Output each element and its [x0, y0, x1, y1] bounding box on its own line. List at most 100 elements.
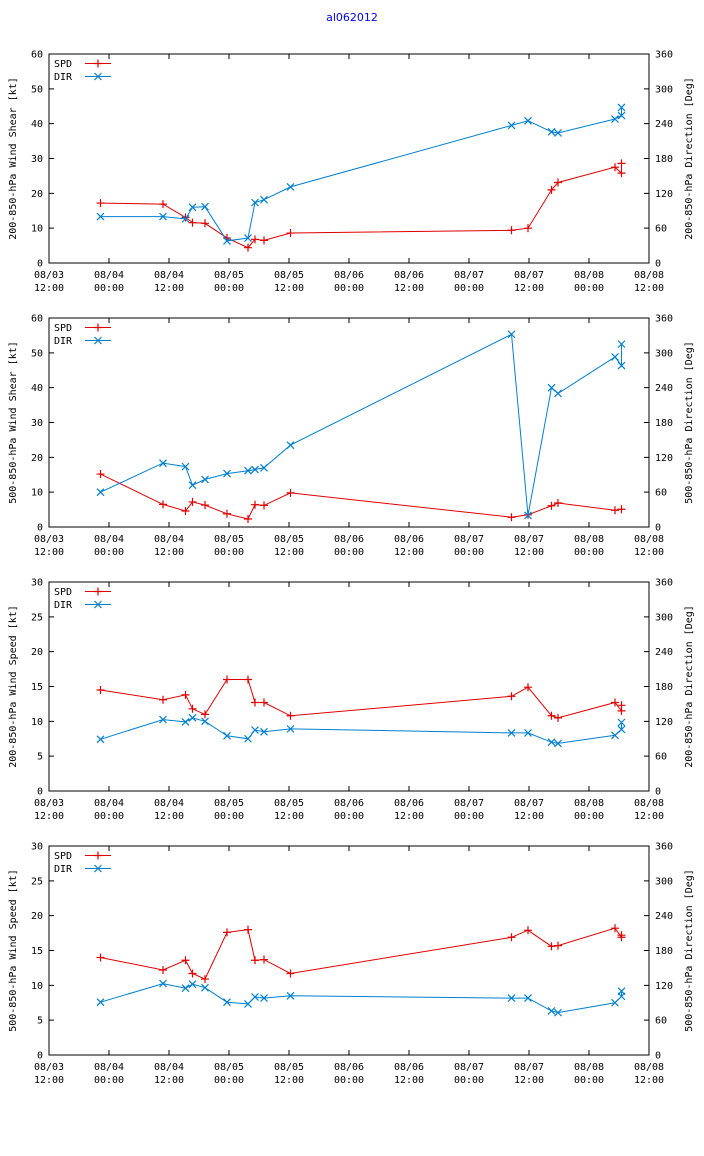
x-tick-time: 12:00 [514, 283, 544, 294]
dir-point [251, 465, 259, 474]
spd-point [223, 675, 231, 684]
y-axis-label: 500-850-hPa Wind Speed [kt] [8, 869, 19, 1032]
legend-marker-spd [94, 323, 102, 332]
x-tick-date: 08/03 [34, 270, 64, 281]
x-tick-time: 12:00 [274, 811, 304, 822]
series-line-dir [100, 983, 622, 1014]
x-tick-date: 08/05 [214, 1062, 244, 1073]
y-tick-label: 30 [31, 842, 43, 853]
x-tick-time: 00:00 [214, 283, 244, 294]
x-tick-time: 00:00 [454, 547, 484, 558]
dir-point [286, 441, 295, 450]
y2-tick-label: 360 [655, 50, 673, 61]
y-tick-label: 10 [31, 224, 43, 235]
dir-point [507, 121, 516, 130]
dir-point [611, 731, 619, 740]
page-title: al062012 [326, 11, 378, 24]
dir-point [611, 998, 619, 1007]
spd-point [260, 698, 268, 707]
dir-point [524, 511, 532, 520]
series-line-spd [100, 163, 622, 249]
x-tick-time: 12:00 [34, 547, 64, 558]
y-tick-label: 30 [31, 418, 43, 429]
legend-label-dir: DIR [54, 336, 73, 347]
y-tick-label: 60 [31, 50, 43, 61]
dir-point [286, 724, 295, 733]
x-tick-time: 00:00 [94, 283, 124, 294]
x-tick-time: 00:00 [574, 547, 604, 558]
x-tick-date: 08/04 [94, 1062, 124, 1073]
y-tick-label: 0 [37, 259, 43, 270]
y2-tick-label: 360 [655, 578, 673, 589]
dir-point [223, 469, 231, 478]
y-tick-label: 25 [31, 612, 43, 623]
y2-tick-label: 0 [655, 523, 661, 534]
x-tick-time: 00:00 [94, 811, 124, 822]
spd-point [554, 713, 562, 722]
spd-point [617, 931, 626, 940]
y2-tick-label: 240 [655, 647, 673, 658]
y-tick-label: 50 [31, 84, 43, 95]
spd-point [611, 506, 619, 515]
y2-tick-label: 180 [655, 154, 673, 165]
legend-marker-spd [94, 59, 102, 68]
dir-point [507, 994, 516, 1003]
x-tick-date: 08/06 [394, 270, 424, 281]
y-tick-label: 30 [31, 578, 43, 589]
dir-point [286, 991, 295, 1000]
spd-point [96, 953, 105, 962]
x-tick-date: 08/03 [34, 1062, 64, 1073]
series-line-spd [100, 927, 622, 980]
spd-point [96, 470, 105, 479]
spd-point [547, 185, 556, 194]
y2-tick-label: 60 [655, 752, 667, 763]
x-tick-date: 08/08 [574, 270, 604, 281]
dir-point [524, 116, 532, 125]
x-tick-date: 08/05 [274, 270, 304, 281]
legend-label-dir: DIR [54, 864, 73, 875]
spd-point [286, 488, 295, 497]
y2-tick-label: 180 [655, 418, 673, 429]
y2-tick-label: 180 [655, 682, 673, 693]
spd-point [286, 969, 295, 978]
x-tick-time: 12:00 [154, 1075, 184, 1086]
dir-point [617, 725, 626, 734]
spd-point [260, 955, 268, 964]
x-tick-date: 08/05 [214, 534, 244, 545]
dir-point [181, 984, 190, 993]
x-tick-time: 00:00 [94, 547, 124, 558]
x-tick-date: 08/07 [454, 798, 484, 809]
x-tick-date: 08/04 [94, 270, 124, 281]
x-tick-time: 12:00 [394, 1075, 424, 1086]
series-line-spd [100, 473, 622, 520]
dir-point [554, 739, 562, 748]
y-tick-label: 40 [31, 119, 43, 130]
dir-point [617, 111, 626, 120]
x-tick-date: 08/07 [514, 270, 544, 281]
x-tick-time: 12:00 [154, 811, 184, 822]
dir-point [260, 463, 268, 472]
spd-point [181, 213, 190, 222]
x-tick-time: 12:00 [394, 547, 424, 558]
x-tick-time: 00:00 [214, 811, 244, 822]
dir-point [244, 466, 252, 475]
y2-tick-label: 240 [655, 911, 673, 922]
x-tick-date: 08/08 [634, 798, 664, 809]
spd-point [617, 169, 626, 178]
dir-point [554, 129, 562, 137]
spd-point [223, 509, 231, 518]
legend-label-spd: SPD [54, 323, 72, 334]
x-tick-date: 08/04 [94, 534, 124, 545]
y-tick-label: 10 [31, 981, 43, 992]
dir-point [611, 115, 619, 123]
x-tick-time: 12:00 [634, 283, 664, 294]
x-tick-date: 08/05 [274, 534, 304, 545]
spd-point [547, 711, 556, 720]
spd-point [286, 711, 295, 720]
spd-point [507, 226, 516, 235]
spd-point [617, 701, 626, 710]
x-tick-time: 00:00 [214, 1075, 244, 1086]
spd-point [251, 698, 259, 707]
spd-point [611, 163, 619, 172]
